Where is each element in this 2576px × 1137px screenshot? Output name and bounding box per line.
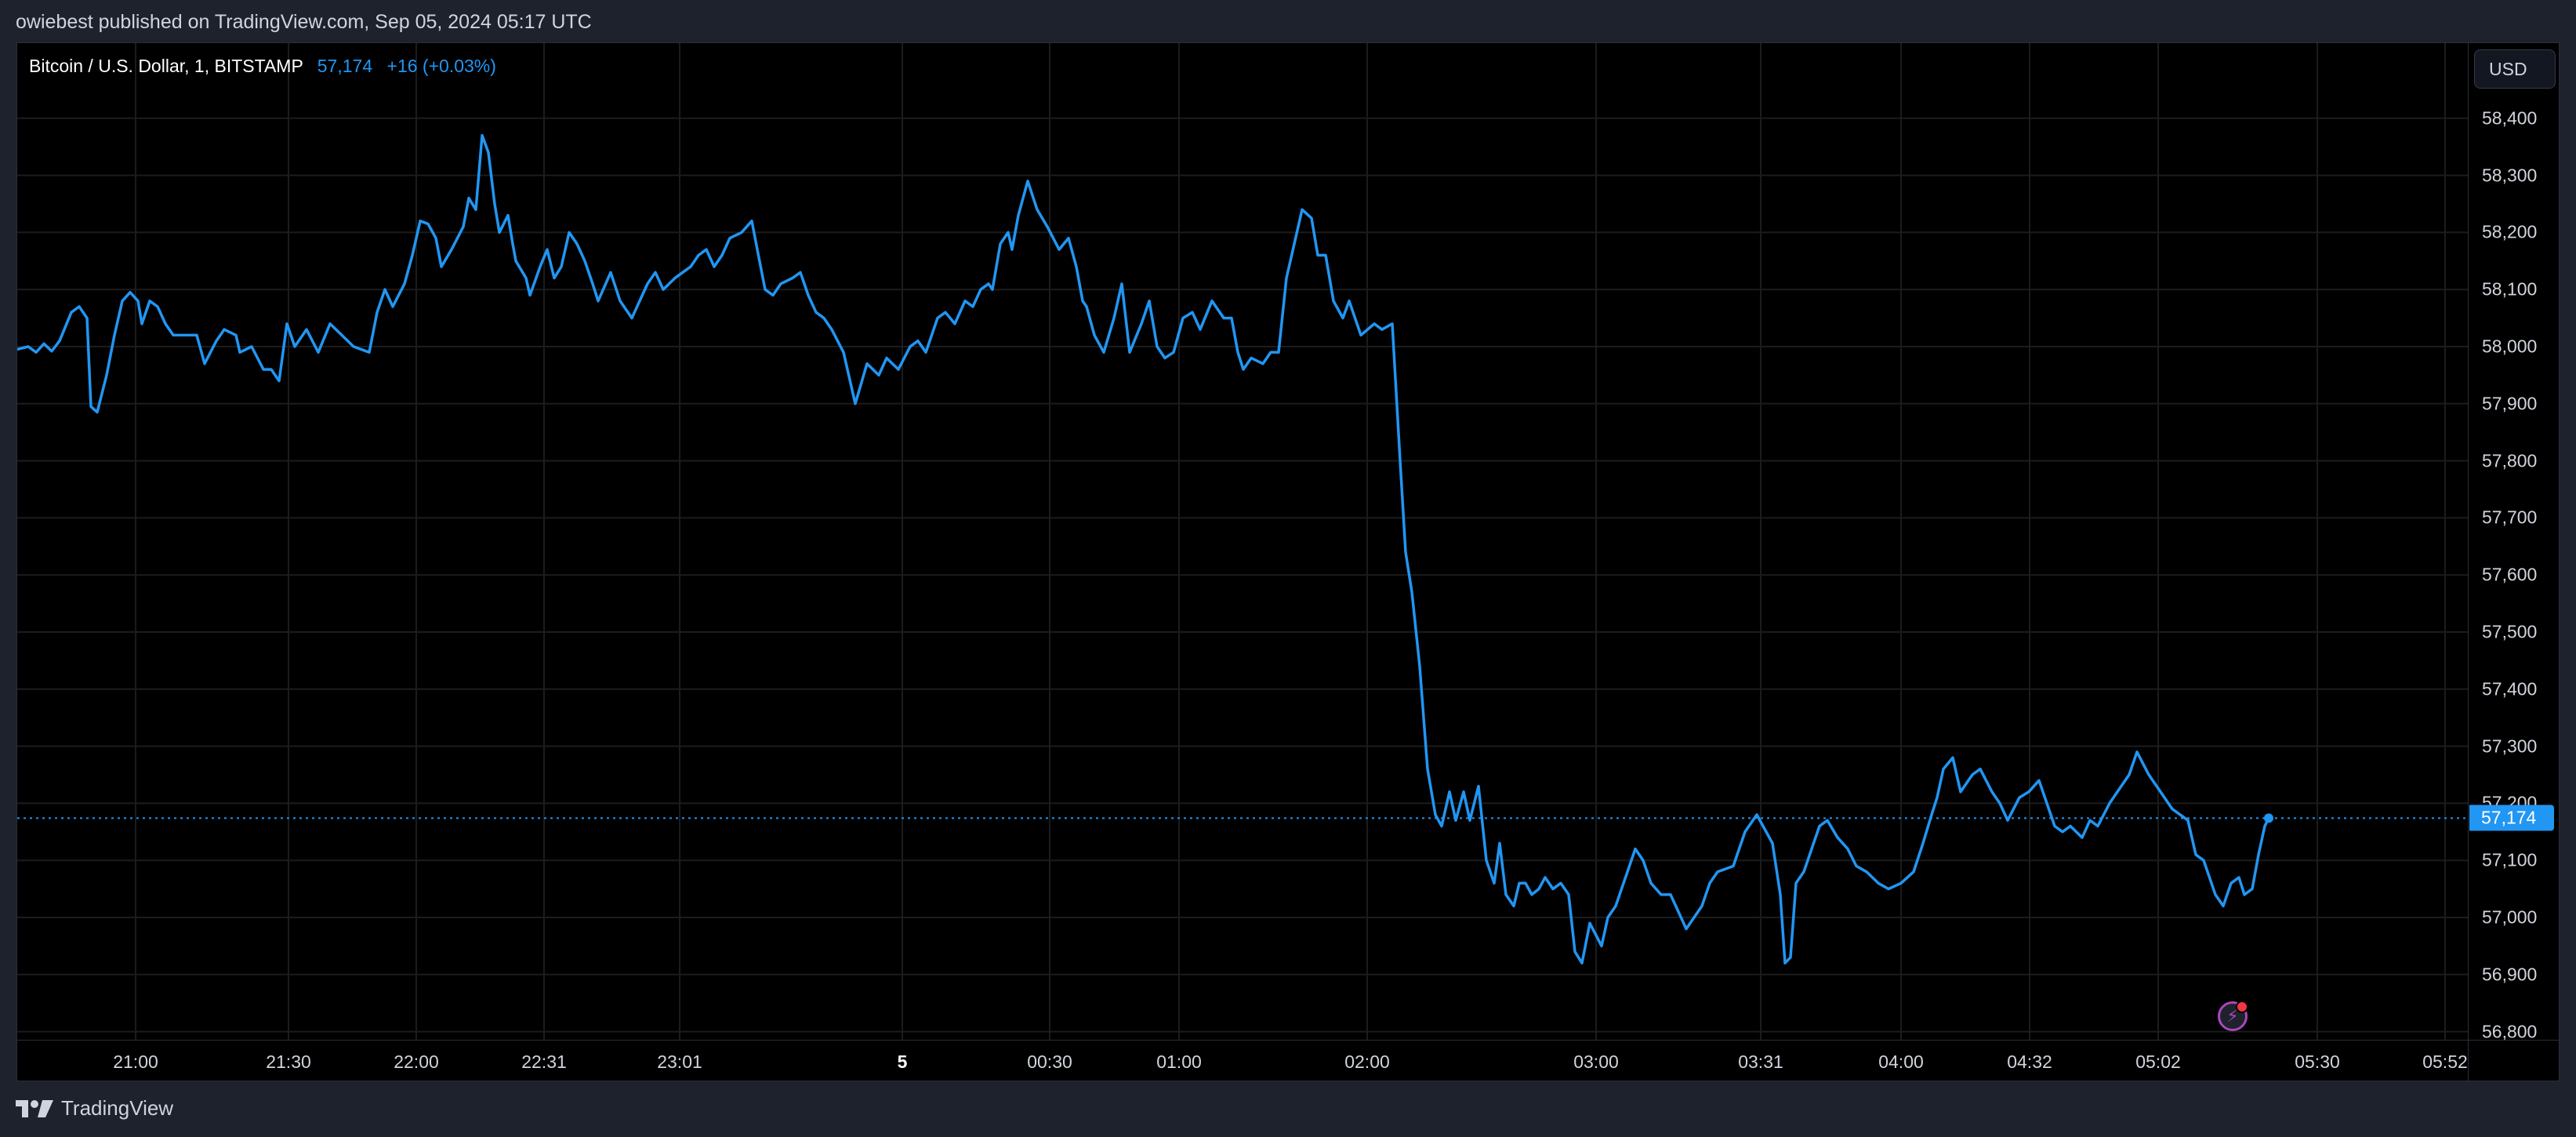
time-tick: 22:00 (394, 1052, 439, 1072)
axis-corner (2468, 1040, 2560, 1081)
time-tick: 00:30 (1027, 1052, 1072, 1072)
lightning-icon: ⚡ (2226, 1006, 2239, 1026)
footer: TradingView (16, 1096, 173, 1121)
price-tick: 58,000 (2482, 336, 2538, 357)
price-tick: 57,600 (2482, 564, 2538, 585)
time-tick: 05:30 (2295, 1052, 2340, 1072)
time-tick: 02:00 (1344, 1052, 1390, 1072)
time-tick: 23:01 (657, 1052, 702, 1072)
tradingview-brand: TradingView (61, 1096, 174, 1120)
price-tick: 58,100 (2482, 278, 2538, 300)
price-tick: 58,400 (2482, 107, 2538, 129)
price-tick: 57,400 (2482, 678, 2538, 699)
symbol-title: Bitcoin / U.S. Dollar, 1, BITSTAMP (29, 56, 303, 76)
price-tick: 56,800 (2482, 1021, 2538, 1042)
price-tick: 57,300 (2482, 736, 2538, 757)
last-price-dot (2264, 813, 2273, 823)
symbol-legend[interactable]: Bitcoin / U.S. Dollar, 1, BITSTAMP 57,17… (29, 56, 496, 77)
price-tick: 58,200 (2482, 221, 2538, 242)
time-tick: 03:31 (1738, 1052, 1783, 1072)
currency-button[interactable]: USD (2474, 49, 2556, 89)
price-tick: 56,900 (2482, 964, 2538, 985)
time-tick: 05:02 (2135, 1052, 2181, 1072)
time-tick: 22:31 (521, 1052, 567, 1072)
time-tick: 04:32 (2007, 1052, 2052, 1072)
price-tick: 57,700 (2482, 507, 2538, 528)
plot-area[interactable]: Bitcoin / U.S. Dollar, 1, BITSTAMP 57,17… (17, 43, 2468, 1040)
price-tick: 57,800 (2482, 450, 2538, 471)
time-axis[interactable]: 21:00 21:30 22:00 22:31 23:01 5 00:30 01:00 02:0… (17, 1040, 2468, 1081)
time-tick: 05:52 (2422, 1052, 2468, 1072)
tradingview-logo-icon (16, 1099, 53, 1117)
time-tick: 01:00 (1156, 1052, 1202, 1072)
time-tick: 5 (897, 1052, 908, 1072)
notification-dot (2236, 1001, 2248, 1013)
price-line (17, 133, 2270, 964)
price-tick: 57,100 (2482, 849, 2538, 870)
price-tick: 57,900 (2482, 393, 2538, 414)
time-tick: 03:00 (1573, 1052, 1619, 1072)
chart-frame: Bitcoin / U.S. Dollar, 1, BITSTAMP 57,17… (16, 42, 2560, 1081)
time-tick: 21:00 (113, 1052, 158, 1072)
published-header: owiebest published on TradingView.com, S… (16, 11, 592, 33)
price-tick: 58,300 (2482, 165, 2538, 186)
price-tick: 57,000 (2482, 906, 2538, 928)
legend-last-price: 57,174 (317, 56, 373, 76)
time-tick: 04:00 (1878, 1052, 1924, 1072)
price-axis[interactable]: USD 58,400 58,300 58,200 58,100 58,000 57,900… (2468, 43, 2560, 1042)
time-tick: 21:30 (266, 1052, 311, 1072)
last-price-label: 57,174 (2469, 805, 2554, 831)
alert-lightning-icon[interactable]: ⚡ (2218, 1001, 2248, 1031)
price-line-chart (17, 43, 2468, 1040)
price-tick: 57,500 (2482, 621, 2538, 642)
legend-change: +16 (+0.03%) (386, 56, 496, 76)
